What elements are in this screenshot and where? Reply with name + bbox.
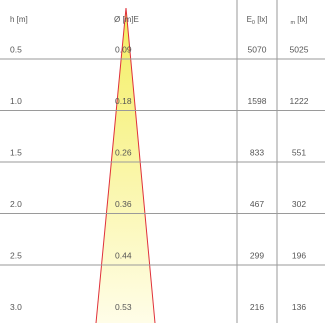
row-em-value: 196 [292,251,306,261]
table-row: 1.0 0.18 1598 1222 [0,96,325,111]
row-diameter-value: 0.53 [115,302,132,312]
row-e0-value: 299 [250,251,264,261]
header-e0: E0 [lx] [247,15,268,26]
table-row: 3.0 0.53 216 136 [10,302,306,312]
table-header: h [m] Ø [m]E E0 [lx] m [lx] [10,15,308,26]
row-height-value: 1.5 [10,148,22,158]
cone-left-edge [95,7,127,323]
row-height-value: 0.5 [10,45,22,55]
table-row: 2.5 0.44 299 196 [0,251,325,266]
row-height-value: 2.0 [10,199,22,209]
row-e0-value: 1598 [248,96,267,106]
header-diameter: Ø [m]E [114,15,139,24]
row-height-value: 1.0 [10,96,22,106]
row-e0-value: 467 [250,199,264,209]
row-diameter-value: 0.09 [115,45,132,55]
row-e0-value: 833 [250,148,264,158]
row-e0-value: 5070 [248,45,267,55]
header-height: h [m] [10,15,28,24]
row-diameter-value: 0.36 [115,199,132,209]
cone-right-edge [125,7,156,323]
row-height-value: 3.0 [10,302,22,312]
row-em-value: 1222 [290,96,309,106]
row-diameter-value: 0.26 [115,148,132,158]
row-em-value: 5025 [290,45,309,55]
light-cone [96,8,155,323]
table-rows: 0.5 0.09 5070 5025 1.0 0.18 1598 1222 1.5 0.26 833… [0,45,325,312]
table-row: 1.5 0.26 833 551 [0,148,325,163]
row-em-value: 551 [292,148,306,158]
row-diameter-value: 0.18 [115,96,132,106]
row-height-value: 2.5 [10,251,22,261]
row-em-value: 136 [292,302,306,312]
row-diameter-value: 0.44 [115,251,132,261]
row-e0-value: 216 [250,302,264,312]
table-row: 0.5 0.09 5070 5025 [0,45,325,60]
row-em-value: 302 [292,199,306,209]
table-row: 2.0 0.36 467 302 [0,199,325,214]
header-em: m [lx] [290,15,307,26]
